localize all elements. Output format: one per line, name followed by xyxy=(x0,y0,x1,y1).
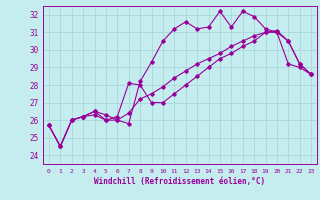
X-axis label: Windchill (Refroidissement éolien,°C): Windchill (Refroidissement éolien,°C) xyxy=(94,177,266,186)
